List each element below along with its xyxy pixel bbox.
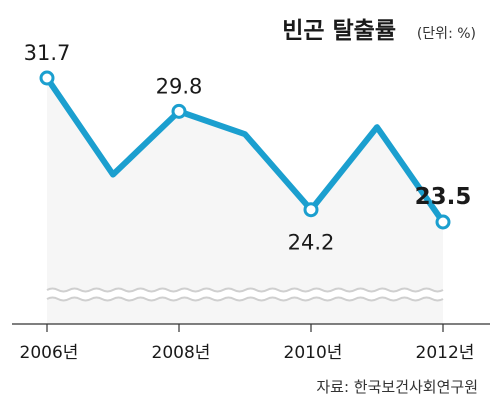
x-tick-label: 2010년	[284, 343, 343, 363]
unit-note: (단위: %)	[417, 26, 476, 42]
data-label: 24.2	[288, 231, 335, 255]
x-tick-label: 2012년	[416, 343, 475, 363]
data-point-marker	[303, 202, 319, 218]
series-line-path	[44, 75, 446, 225]
x-tick-labels: 2006년 2008년 2010년 2012년	[20, 343, 475, 363]
data-label: 29.8	[156, 74, 203, 98]
x-axis	[12, 323, 490, 332]
series-markers	[39, 70, 451, 230]
axis-break	[46, 287, 444, 302]
axis-break-wave-top	[46, 287, 444, 293]
data-label: 23.5	[415, 184, 472, 210]
series-line	[44, 75, 446, 225]
data-point-marker	[435, 214, 451, 230]
data-point-marker	[171, 103, 187, 119]
chart-title: 빈곤 탈출률	[282, 18, 396, 44]
axis-break-band	[47, 288, 443, 301]
x-tick-label: 2008년	[152, 343, 211, 363]
data-labels: 31.7 29.8 24.2 23.5	[24, 41, 472, 255]
x-tick-label: 2006년	[20, 343, 79, 363]
data-label: 31.7	[24, 41, 71, 65]
source-note: 자료: 한국보건사회연구원	[316, 378, 478, 396]
data-point-marker	[39, 70, 55, 86]
area-fill	[47, 78, 443, 324]
axis-break-wave-bottom	[46, 296, 444, 302]
chart-area	[47, 78, 443, 324]
